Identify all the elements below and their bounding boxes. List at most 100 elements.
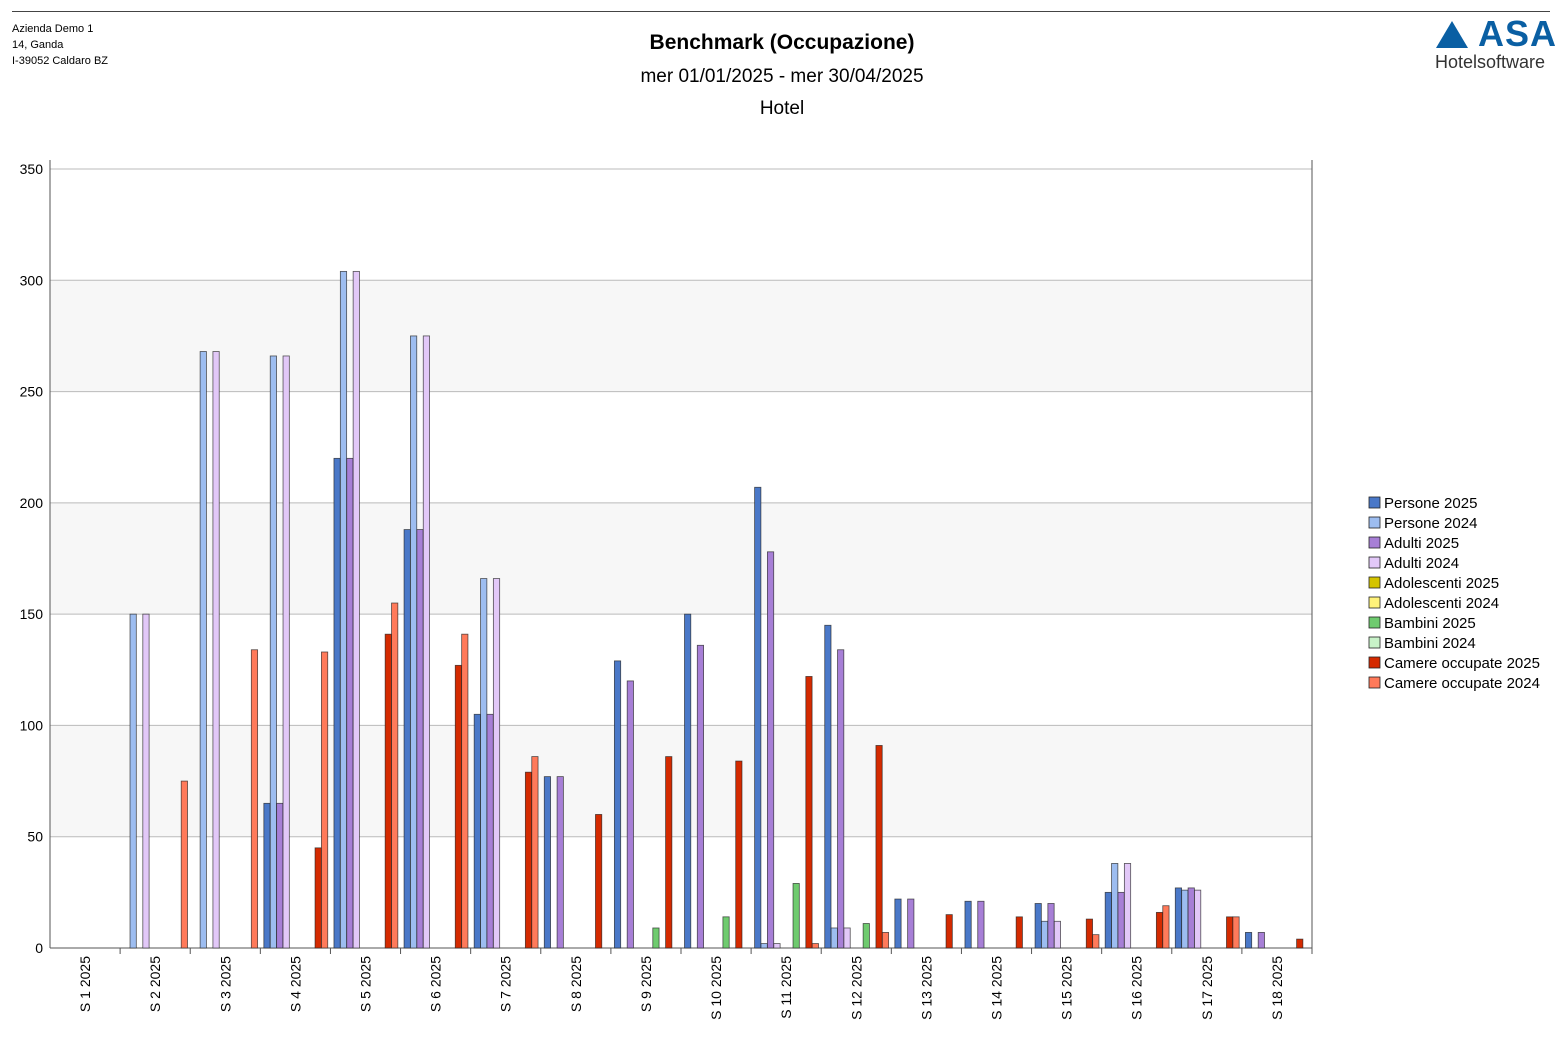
legend-swatch <box>1368 516 1381 529</box>
y-tick-label: 200 <box>20 495 44 511</box>
company-name: Azienda Demo 1 <box>12 23 94 35</box>
x-tick-label: S 18 2025 <box>1269 956 1285 1020</box>
legend-label: Bambini 2025 <box>1384 615 1476 632</box>
bar-adulti-2024 <box>282 355 290 949</box>
bar-adulti-2025 <box>276 802 284 949</box>
bar-camere-occupate-2025 <box>595 814 603 949</box>
x-tick-label: S 1 2025 <box>77 956 93 1012</box>
y-tick-label: 100 <box>20 717 44 733</box>
bar-persone-2025 <box>403 529 411 949</box>
legend-swatch <box>1368 596 1381 609</box>
company-street: 14, Ganda <box>12 39 64 51</box>
x-tick-label: S 15 2025 <box>1059 956 1075 1020</box>
x-tick-label: S 8 2025 <box>568 956 584 1012</box>
bar-persone-2024 <box>269 355 277 949</box>
bar-persone-2024 <box>480 578 488 949</box>
x-tick-label: S 9 2025 <box>638 956 654 1012</box>
bar-persone-2025 <box>1034 903 1042 949</box>
bar-camere-occupate-2025 <box>1085 918 1093 949</box>
bar-adulti-2024 <box>773 943 781 949</box>
legend-label: Adulti 2025 <box>1384 535 1459 552</box>
bar-camere-occupate-2025 <box>1226 916 1234 949</box>
legend-swatch <box>1368 536 1381 549</box>
bar-persone-2025 <box>1104 891 1112 949</box>
bar-adulti-2024 <box>843 927 851 949</box>
legend-label: Adolescenti 2025 <box>1384 575 1499 592</box>
legend-swatch <box>1368 676 1381 689</box>
bar-persone-2025 <box>684 613 692 949</box>
asa-logo: ASA Hotelsoftware <box>1434 13 1558 76</box>
x-tick-label: S 4 2025 <box>287 956 303 1012</box>
x-tick-label: S 5 2025 <box>358 956 374 1012</box>
report-subtitle: Hotel <box>759 98 805 119</box>
y-tick-label: 300 <box>20 272 44 288</box>
bar-camere-occupate-2024 <box>881 932 890 949</box>
bar-adulti-2025 <box>626 680 634 949</box>
bar-adulti-2024 <box>422 335 430 949</box>
bar-persone-2025 <box>263 802 271 949</box>
x-tick-label: S 10 2025 <box>708 956 724 1020</box>
bar-camere-occupate-2025 <box>735 760 743 949</box>
bar-camere-occupate-2024 <box>531 756 539 949</box>
legend-label: Adolescenti 2024 <box>1384 595 1499 612</box>
bar-adulti-2025 <box>696 644 704 949</box>
bar-adulti-2025 <box>907 898 915 949</box>
x-tick-label: S 16 2025 <box>1129 956 1145 1020</box>
report-period: mer 01/01/2025 - mer 30/04/2025 <box>640 66 924 87</box>
bar-persone-2024 <box>410 335 418 949</box>
bar-persone-2025 <box>964 900 972 949</box>
bar-adulti-2025 <box>1187 887 1195 949</box>
logo-text: ASA <box>1478 13 1558 54</box>
legend-label: Persone 2025 <box>1384 495 1477 512</box>
bar-camere-occupate-2024 <box>1092 934 1100 949</box>
bar-camere-occupate-2024 <box>250 649 259 949</box>
bar-camere-occupate-2024 <box>321 651 329 949</box>
y-tick-label: 0 <box>35 940 43 956</box>
bar-adulti-2024 <box>492 578 501 949</box>
legend-swatch <box>1368 616 1381 629</box>
legend-label: Adulti 2024 <box>1384 555 1459 572</box>
bar-bambini-2025 <box>722 916 730 949</box>
bar-adulti-2024 <box>1194 889 1202 949</box>
y-tick-label: 150 <box>20 606 44 622</box>
legend-label: Bambini 2024 <box>1384 635 1476 652</box>
x-tick-label: S 7 2025 <box>498 956 514 1012</box>
legend-swatch <box>1368 556 1381 569</box>
bar-persone-2024 <box>830 927 838 949</box>
bar-camere-occupate-2024 <box>391 602 399 949</box>
y-tick-label: 250 <box>20 384 44 400</box>
y-tick-label: 50 <box>27 829 43 845</box>
legend-label: Persone 2024 <box>1384 515 1477 532</box>
bar-bambini-2025 <box>652 927 660 949</box>
bar-adulti-2025 <box>486 713 494 949</box>
bar-bambini-2025 <box>862 923 870 949</box>
bar-camere-occupate-2025 <box>665 756 673 949</box>
legend-label: Camere occupate 2024 <box>1384 675 1540 692</box>
bar-persone-2024 <box>760 943 768 949</box>
logo-subtext: Hotelsoftware <box>1435 52 1546 72</box>
bar-adulti-2024 <box>1053 920 1061 949</box>
bar-adulti-2025 <box>416 529 424 949</box>
bar-camere-occupate-2025 <box>524 771 533 949</box>
legend-label: Camere occupate 2025 <box>1384 655 1540 672</box>
bar-camere-occupate-2025 <box>1015 916 1023 949</box>
bar-persone-2024 <box>199 351 207 949</box>
bar-adulti-2024 <box>352 270 360 949</box>
report-title: Benchmark (Occupazione) <box>649 31 915 54</box>
bar-adulti-2025 <box>767 551 775 949</box>
x-tick-label: S 11 2025 <box>778 956 794 1019</box>
bar-camere-occupate-2024 <box>180 780 188 949</box>
bar-adulti-2025 <box>346 457 354 949</box>
bar-camere-occupate-2025 <box>314 847 322 949</box>
bar-persone-2025 <box>754 486 762 949</box>
bar-camere-occupate-2024 <box>1162 905 1170 949</box>
bar-camere-occupate-2025 <box>1296 938 1304 949</box>
bar-camere-occupate-2024 <box>1232 916 1240 949</box>
bar-adulti-2025 <box>556 776 564 949</box>
x-tick-label: S 3 2025 <box>217 956 233 1012</box>
bar-camere-occupate-2024 <box>811 943 819 949</box>
bar-camere-occupate-2025 <box>1155 911 1164 949</box>
y-tick-label: 350 <box>20 161 44 177</box>
bar-adulti-2024 <box>1123 863 1132 949</box>
